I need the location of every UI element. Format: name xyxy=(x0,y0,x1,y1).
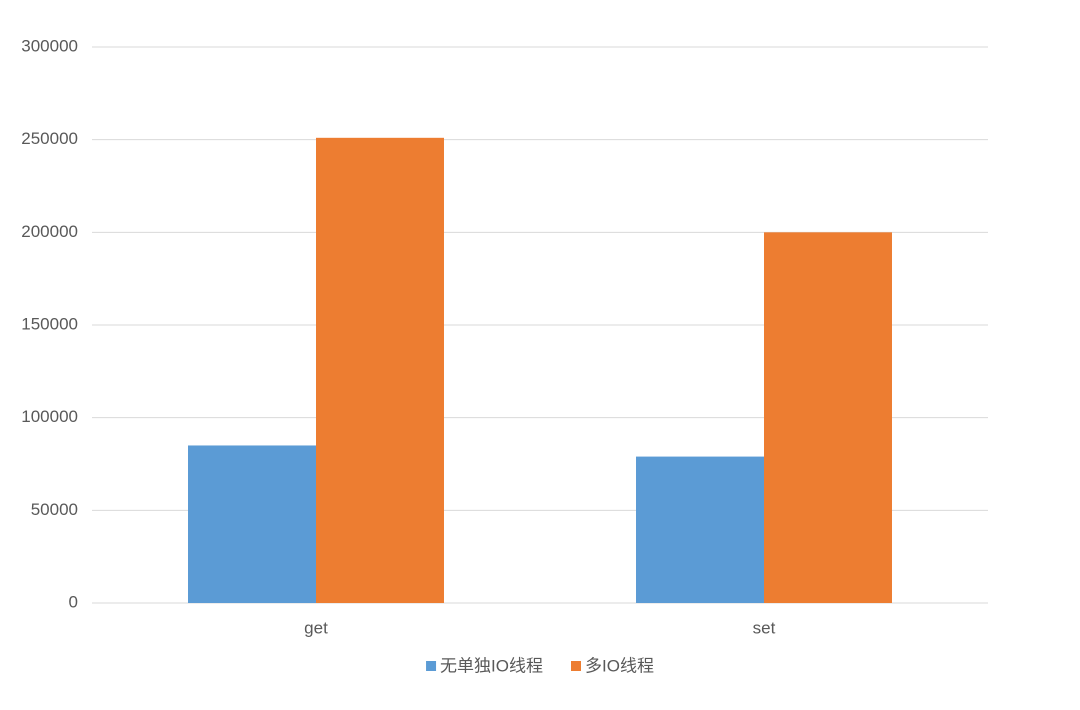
y-tick-label: 150000 xyxy=(21,314,78,333)
bar xyxy=(764,232,892,604)
legend-swatch xyxy=(426,661,437,671)
legend-label: 多IO线程 xyxy=(585,656,654,675)
y-tick-label: 250000 xyxy=(21,129,78,148)
bar xyxy=(188,445,316,603)
y-tick-label: 100000 xyxy=(21,407,78,426)
legend-swatch xyxy=(571,661,581,671)
legend-label: 无单独IO线程 xyxy=(440,656,543,675)
x-tick-label: set xyxy=(753,618,776,637)
y-tick-label: 300000 xyxy=(21,36,78,55)
y-tick-label: 200000 xyxy=(21,222,78,241)
bar xyxy=(636,456,764,603)
y-tick-label: 50000 xyxy=(31,500,78,519)
x-tick-label: get xyxy=(304,618,328,637)
y-tick-label: 0 xyxy=(69,592,78,611)
bar xyxy=(316,137,444,603)
